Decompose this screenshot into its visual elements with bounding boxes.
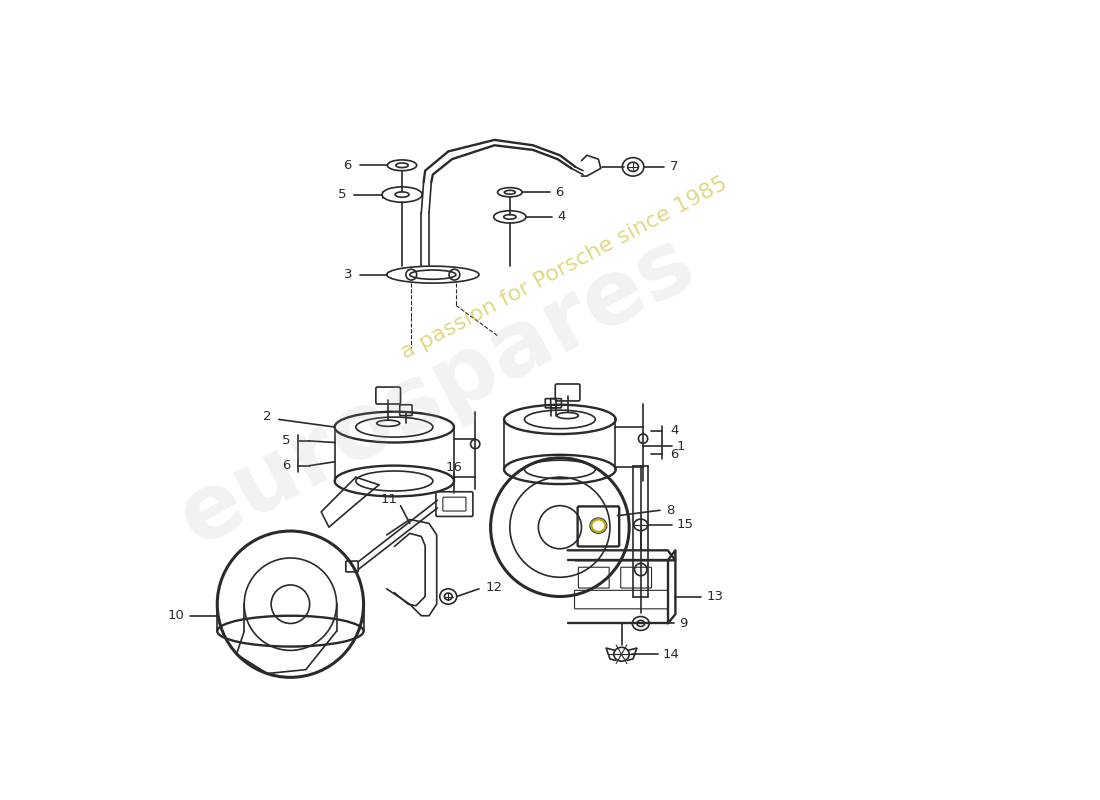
Text: 5: 5 <box>338 188 346 201</box>
Text: 7: 7 <box>670 160 679 174</box>
Text: 6: 6 <box>556 186 563 198</box>
Text: 8: 8 <box>667 504 674 517</box>
Text: 4: 4 <box>670 425 679 438</box>
Text: 14: 14 <box>662 648 679 661</box>
Text: 3: 3 <box>343 268 352 281</box>
Text: a passion for Porsche since 1985: a passion for Porsche since 1985 <box>397 174 730 363</box>
Text: 2: 2 <box>263 410 271 423</box>
Text: 5: 5 <box>282 434 290 447</box>
Text: 10: 10 <box>167 610 184 622</box>
Text: 16: 16 <box>446 461 463 474</box>
Text: 1: 1 <box>676 440 685 453</box>
Text: 4: 4 <box>558 210 566 223</box>
Text: eurospares: eurospares <box>164 219 710 565</box>
Text: 11: 11 <box>381 493 397 506</box>
Text: 9: 9 <box>680 617 688 630</box>
Text: 6: 6 <box>343 158 352 172</box>
Text: 12: 12 <box>485 581 503 594</box>
Text: 15: 15 <box>676 518 694 531</box>
Text: 13: 13 <box>706 590 723 603</box>
Text: 6: 6 <box>670 447 679 461</box>
Text: 6: 6 <box>282 459 290 472</box>
